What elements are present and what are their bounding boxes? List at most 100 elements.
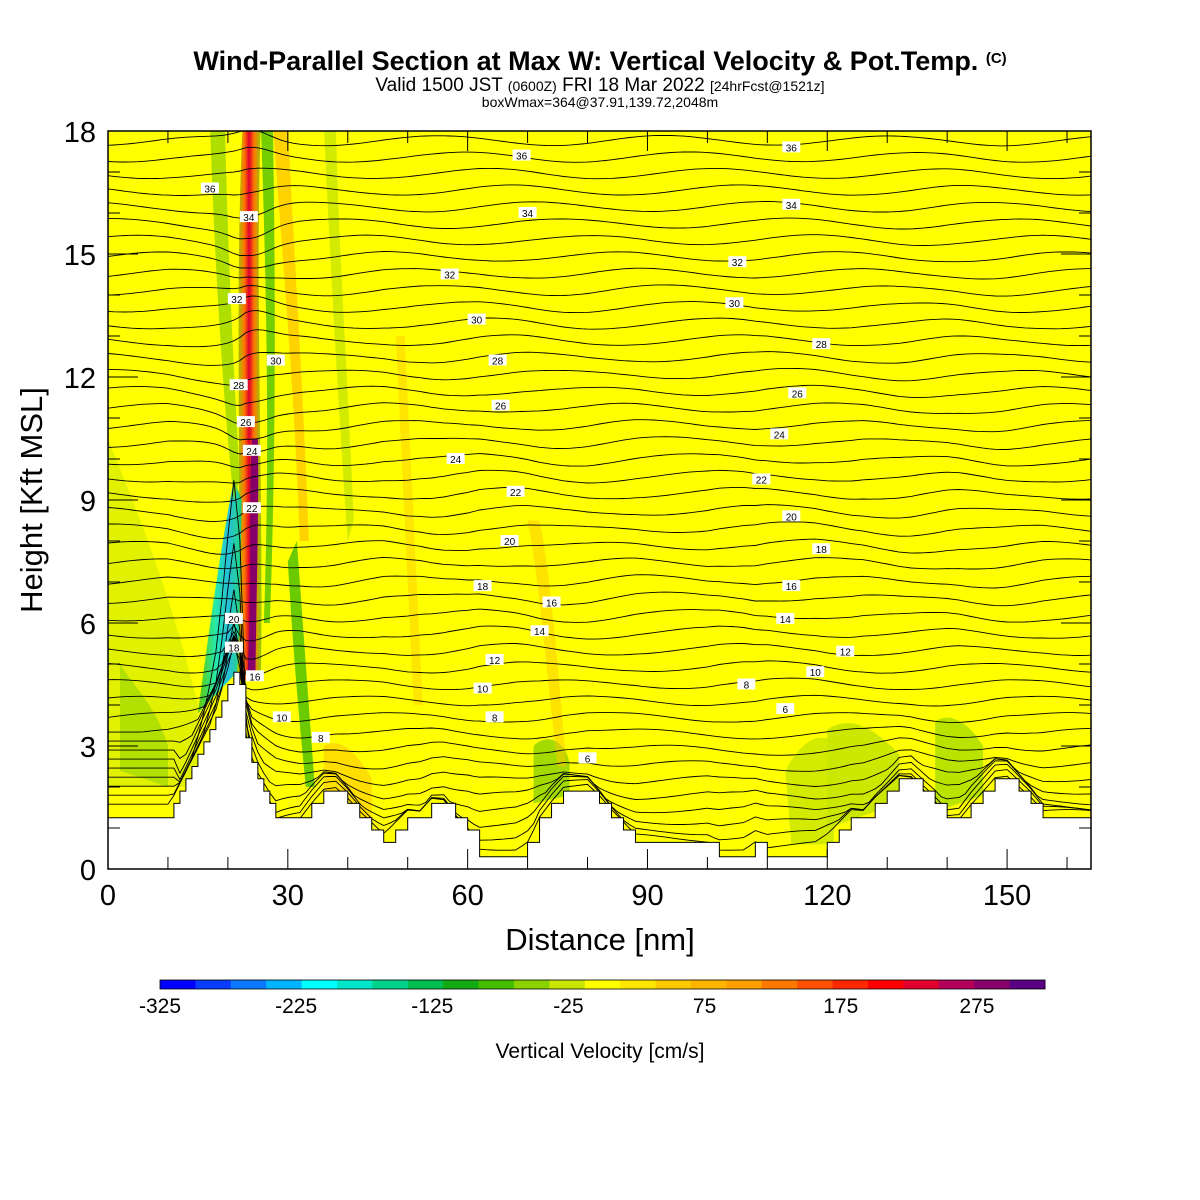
theta-contour-line bbox=[108, 453, 1091, 469]
theta-contour-label: 28 bbox=[229, 379, 248, 392]
w-field-region bbox=[287, 541, 315, 787]
theta-label-bg bbox=[485, 711, 504, 723]
plot-area: 36 36 36 34 34 34 32 32 32 30 30 30 28 28 28 26 26 26 24 24… bbox=[108, 116, 1091, 869]
colorbar-swatch bbox=[832, 980, 869, 989]
theta-label-bg bbox=[224, 612, 243, 624]
theta-contour-label: 18 bbox=[473, 580, 492, 593]
theta-label-text: 36 bbox=[516, 152, 528, 163]
theta-label-text: 34 bbox=[243, 213, 255, 224]
theta-contour-label: 16 bbox=[782, 580, 801, 593]
theta-label-bg bbox=[200, 182, 219, 194]
colorbar-swatch bbox=[549, 980, 586, 989]
x-tick-label: 150 bbox=[983, 880, 1031, 912]
colorbar-swatch bbox=[514, 980, 550, 989]
theta-contour-label: 8 bbox=[485, 711, 504, 724]
theta-contour-label: 34 bbox=[782, 198, 801, 212]
theta-contour-label: 16 bbox=[542, 596, 561, 610]
theta-label-text: 30 bbox=[270, 357, 282, 368]
theta-label-bg bbox=[242, 444, 261, 456]
theta-contour-line bbox=[108, 267, 1091, 280]
theta-label-text: 8 bbox=[318, 734, 324, 745]
theta-label-bg bbox=[512, 149, 531, 161]
theta-label-text: 12 bbox=[840, 648, 852, 659]
theta-contour-label: 24 bbox=[446, 453, 465, 466]
theta-label-text: 20 bbox=[228, 615, 240, 626]
y-tick-label: 12 bbox=[64, 363, 96, 395]
theta-label-bg bbox=[227, 293, 246, 305]
colorbar-swatch bbox=[230, 980, 267, 989]
theta-label-bg bbox=[578, 752, 597, 764]
theta-contour-line bbox=[108, 436, 1091, 455]
theta-contour-label: 20 bbox=[782, 510, 801, 523]
colorbar-swatch bbox=[691, 980, 727, 989]
colorbar-swatch bbox=[868, 980, 904, 989]
colorbar-swatch bbox=[974, 980, 1011, 989]
w-field-region bbox=[210, 131, 240, 500]
y-tick-label: 0 bbox=[80, 855, 96, 887]
theta-contour-label: 26 bbox=[236, 416, 255, 429]
theta-label-bg bbox=[776, 612, 795, 624]
theta-contour-label: 26 bbox=[491, 399, 510, 413]
colorbar-swatch bbox=[301, 980, 338, 989]
theta-label-text: 22 bbox=[246, 504, 258, 515]
chart-title: Wind-Parallel Section at Max W: Vertical… bbox=[193, 46, 1007, 76]
theta-label-text: 22 bbox=[510, 488, 522, 499]
colorbar-swatch bbox=[584, 980, 621, 989]
w-field-region bbox=[527, 520, 567, 767]
theta-contour-line bbox=[108, 486, 1091, 503]
theta-contour-line bbox=[108, 116, 1091, 130]
colorbar-swatch bbox=[443, 980, 480, 989]
theta-contour-line bbox=[108, 384, 1091, 406]
colorbar-swatch bbox=[620, 980, 657, 989]
theta-contour-line bbox=[108, 634, 1091, 740]
theta-contour-line bbox=[108, 624, 1091, 642]
colorbar bbox=[159, 979, 1046, 990]
theta-label-text: 32 bbox=[732, 258, 744, 269]
theta-contour-line bbox=[108, 251, 1091, 269]
theta-contour-label: 10 bbox=[806, 666, 825, 679]
theta-contour-line bbox=[108, 635, 1091, 677]
theta-contour-line bbox=[108, 146, 1091, 163]
theta-label-bg bbox=[266, 354, 285, 366]
theta-label-bg bbox=[836, 645, 855, 657]
theta-contour-label: 6 bbox=[578, 752, 597, 765]
colorbar-tick-label: 75 bbox=[693, 995, 716, 1018]
colorbar-swatch bbox=[160, 980, 196, 989]
theta-contour-label: 18 bbox=[812, 543, 831, 556]
theta-contour-label: 6 bbox=[776, 703, 795, 716]
colorbar-swatch bbox=[938, 980, 975, 989]
w-field-region bbox=[935, 717, 984, 812]
theta-contour-line bbox=[108, 521, 1091, 540]
theta-label-bg bbox=[782, 198, 801, 210]
theta-contour-label: 22 bbox=[242, 502, 261, 515]
colorbar-frame bbox=[159, 979, 1046, 990]
theta-contour-line bbox=[108, 574, 1091, 589]
theta-label-text: 8 bbox=[744, 681, 750, 692]
theta-contour-line bbox=[108, 504, 1091, 522]
x-axis-label: Distance [nm] bbox=[505, 922, 695, 957]
theta-contour-label: 36 bbox=[782, 141, 801, 154]
theta-label-text: 30 bbox=[729, 299, 741, 310]
colorbar-label: Vertical Velocity [cm/s] bbox=[496, 1040, 705, 1063]
theta-label-text: 26 bbox=[495, 402, 507, 413]
theta-label-bg bbox=[500, 535, 519, 546]
theta-contour-line bbox=[108, 201, 1091, 219]
theta-label-bg bbox=[467, 313, 486, 325]
theta-label-bg bbox=[242, 502, 261, 514]
theta-contour-label: 20 bbox=[224, 612, 243, 626]
y-tick-label: 15 bbox=[64, 240, 96, 272]
theta-contour-label: 20 bbox=[500, 535, 519, 548]
w-field-region bbox=[261, 131, 275, 623]
theta-contour-labels: 36 36 36 34 34 34 32 32 32 30 30 30 28 28 28 26 26 26 24 24… bbox=[200, 141, 855, 765]
colorbar-swatch bbox=[478, 980, 515, 989]
theta-label-text: 10 bbox=[810, 668, 822, 679]
theta-label-bg bbox=[782, 510, 801, 522]
theta-contour-line bbox=[108, 329, 1091, 348]
theta-label-text: 34 bbox=[786, 201, 798, 212]
colorbar-tick-label: 275 bbox=[959, 995, 994, 1018]
theta-label-text: 36 bbox=[204, 184, 216, 195]
x-tick-label: 120 bbox=[803, 880, 851, 912]
theta-label-bg bbox=[491, 399, 510, 411]
theta-label-bg bbox=[770, 428, 789, 440]
theta-contour-label: 8 bbox=[737, 678, 756, 692]
